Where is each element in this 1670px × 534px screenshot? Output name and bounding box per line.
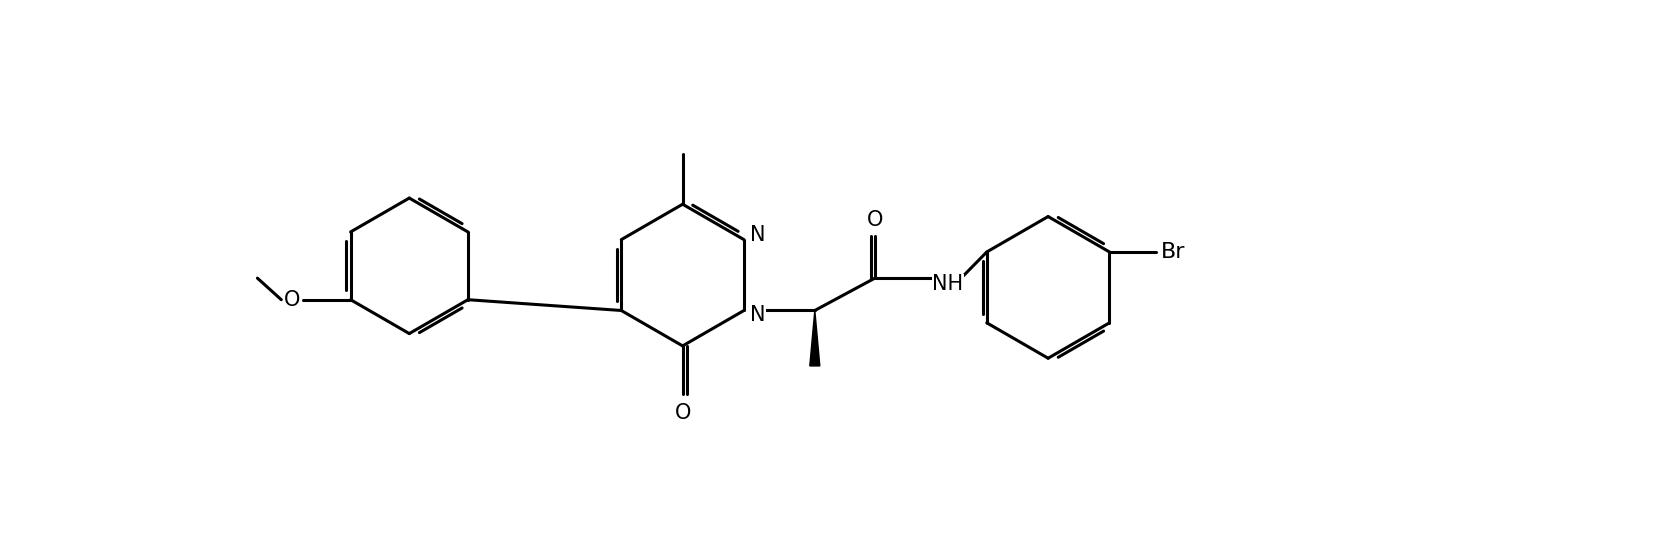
Polygon shape	[810, 310, 820, 366]
Text: N: N	[750, 305, 765, 325]
Text: O: O	[675, 403, 691, 423]
Text: O: O	[867, 210, 883, 230]
Text: Br: Br	[1161, 242, 1186, 262]
Text: N: N	[750, 225, 765, 245]
Text: NH: NH	[932, 274, 964, 294]
Text: O: O	[284, 290, 301, 310]
